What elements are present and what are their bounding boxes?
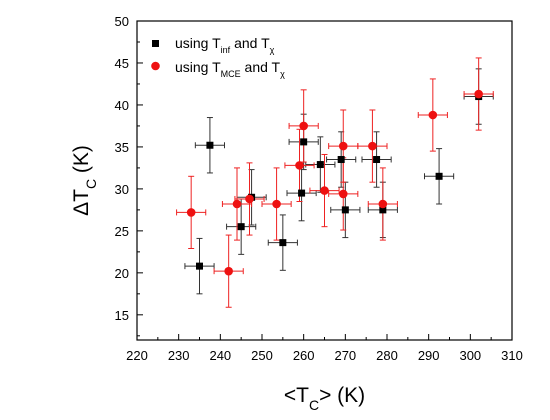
data-point-circle — [232, 199, 242, 209]
data-point-circle — [295, 161, 304, 170]
y-tick-label: 20 — [115, 266, 129, 281]
x-tick-label: 260 — [293, 348, 315, 363]
data-point-circle — [299, 121, 308, 131]
data-point-circle — [428, 110, 438, 120]
data-point-square — [206, 141, 214, 149]
legend-marker-circle — [151, 61, 160, 71]
data-point-circle — [272, 199, 281, 209]
data-point-square — [196, 262, 203, 270]
x-tick-label: 250 — [251, 348, 273, 363]
data-point-circle — [368, 141, 377, 151]
legend-marker-square — [152, 40, 159, 47]
x-tick-label: 310 — [501, 348, 523, 363]
x-tick-label: 230 — [168, 348, 190, 363]
data-point-square — [379, 206, 387, 214]
y-tick-label: 25 — [115, 224, 129, 239]
y-tick-label: 40 — [115, 98, 129, 113]
data-point-circle — [245, 194, 254, 204]
tick-layer: 220 230 240 250 260 270 280 290 300 310 15 20 25 30 35… — [115, 14, 523, 363]
x-tick-label: 270 — [334, 348, 356, 363]
data-point-square — [298, 189, 306, 197]
x-tick-label: 240 — [209, 348, 231, 363]
y-tick-label: 50 — [115, 14, 129, 29]
x-tick-label: 280 — [376, 348, 398, 363]
data-point-circle — [378, 199, 388, 209]
data-point-circle — [338, 141, 348, 151]
marker-layer — [186, 89, 483, 276]
x-tick-label: 300 — [459, 348, 481, 363]
data-point-square — [316, 161, 324, 169]
y-tick-label: 35 — [115, 140, 129, 155]
data-point-circle — [474, 89, 483, 99]
y-tick-label: 30 — [115, 182, 129, 197]
data-point-square — [300, 138, 308, 146]
legend: using Tinf and Tχ using TMCE and Tχ — [151, 35, 285, 79]
data-point-circle — [320, 186, 329, 195]
data-point-circle — [186, 208, 196, 217]
data-point-square — [237, 223, 245, 231]
x-tick-label: 290 — [418, 348, 440, 363]
y-tick-label: 15 — [115, 308, 129, 323]
legend-entry-series-2: using TMCE and Tχ — [175, 59, 285, 79]
data-point-circle — [338, 189, 348, 199]
data-point-square — [373, 156, 381, 164]
legend-entry-series-1: using Tinf and Tχ — [175, 35, 275, 55]
y-tick-label: 45 — [115, 56, 129, 71]
data-point-square — [279, 239, 287, 247]
x-tick-label: 220 — [126, 348, 148, 363]
data-point-square — [337, 156, 345, 164]
data-point-circle — [224, 266, 233, 276]
data-point-square — [435, 172, 443, 180]
data-point-square — [341, 206, 349, 214]
